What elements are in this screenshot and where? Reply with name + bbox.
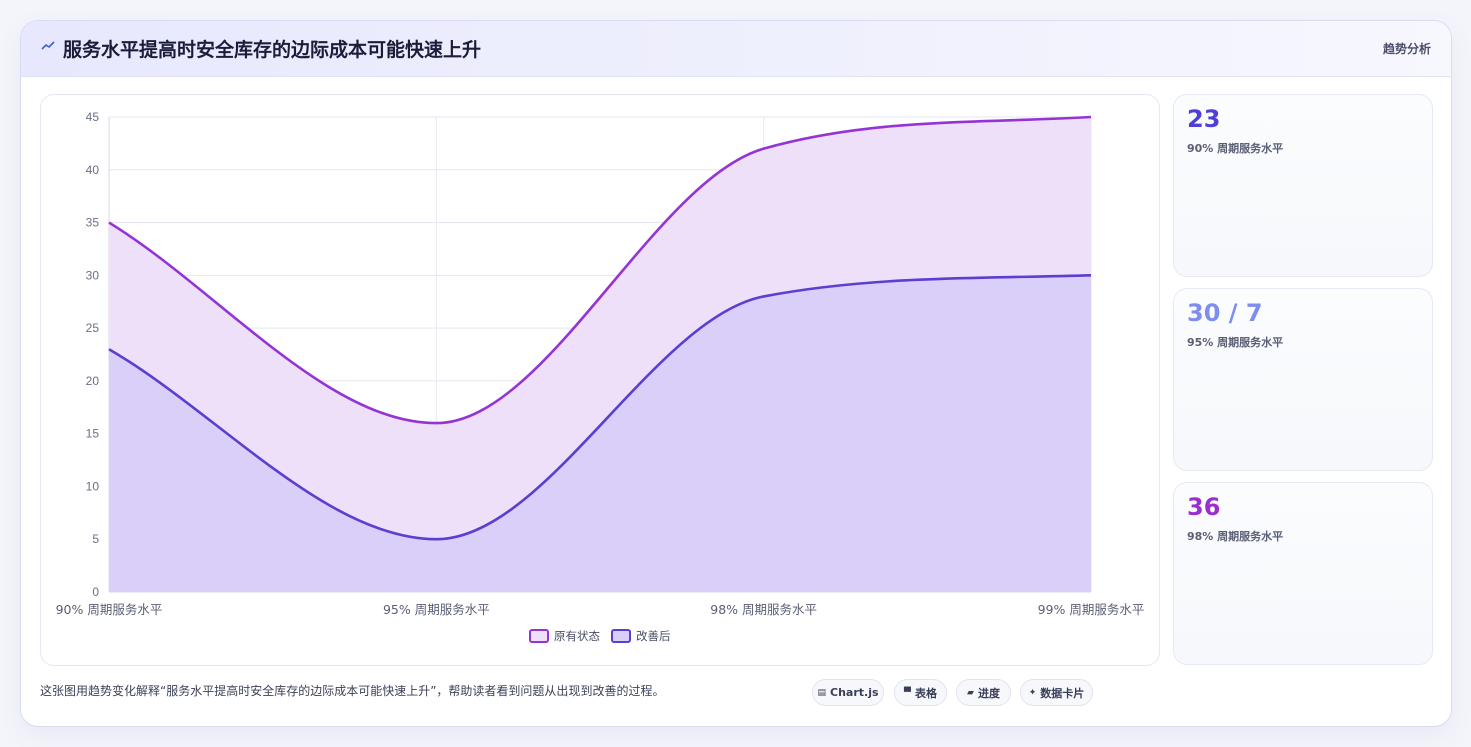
- y-tick-label: 20: [86, 374, 100, 388]
- area-chart: 0 5 10 15 20 25 30 35 40 45 90% 周期服务水平 95% 周期服务水平 98…: [56, 110, 1145, 643]
- chart-caption: 这张图用趋势变化解释“服务水平提高时安全库存的边际成本可能快速上升”，帮助读者看…: [40, 684, 665, 698]
- x-tick-label: 99% 周期服务水平: [1038, 602, 1145, 617]
- x-tick-label: 98% 周期服务水平: [710, 602, 817, 617]
- legend-label: 原有状态: [554, 629, 600, 643]
- table-icon: ▀: [904, 687, 911, 698]
- y-tick-label: 5: [92, 532, 99, 546]
- progress-icon: ▰: [967, 687, 974, 698]
- stat-value: 23: [1187, 105, 1221, 133]
- chart-card: 服务水平提高时安全库存的边际成本可能快速上升 趋势分析 0 5 10 15 20 25 30…: [20, 20, 1452, 727]
- stat-label: 95% 周期服务水平: [1187, 336, 1284, 349]
- sparkle-icon: ✦: [1028, 687, 1037, 698]
- chip-progress[interactable]: ▰ 进度: [956, 679, 1011, 706]
- chip-label: 表格: [914, 686, 937, 700]
- trend-analysis-tag: 趋势分析: [1382, 42, 1431, 56]
- stat-card-98: 36 98% 周期服务水平: [1173, 482, 1433, 665]
- legend-label: 改善后: [636, 629, 671, 643]
- chart-icon: ▤: [817, 687, 826, 698]
- stat-label: 90% 周期服务水平: [1187, 142, 1284, 155]
- series-line: [108, 115, 1092, 425]
- x-tick-label: 95% 周期服务水平: [383, 602, 490, 617]
- y-tick-label: 25: [86, 321, 100, 335]
- page-title: 服务水平提高时安全库存的边际成本可能快速上升: [63, 39, 482, 61]
- chart-panel: 0 5 10 15 20 25 30 35 40 45 90% 周期服务水平 95% 周期服务水平 98…: [40, 94, 1160, 666]
- chip-data-cards[interactable]: ✦ 数据卡片: [1020, 679, 1093, 706]
- stat-value: 36: [1187, 493, 1221, 521]
- trend-icon: [41, 41, 55, 50]
- chip-chartjs[interactable]: ▤ Chart.js: [812, 679, 884, 706]
- series-area: [109, 275, 1091, 592]
- chip-label: 数据卡片: [1040, 686, 1085, 700]
- y-tick-label: 0: [92, 585, 99, 599]
- stat-value: 30 / 7: [1187, 299, 1263, 327]
- stat-card-90: 23 90% 周期服务水平: [1173, 94, 1433, 277]
- legend-swatch: [529, 629, 549, 643]
- y-tick-label: 10: [86, 479, 100, 493]
- chip-table[interactable]: ▀ 表格: [894, 679, 947, 706]
- stat-card-95: 30 / 7 95% 周期服务水平: [1173, 288, 1433, 471]
- stat-label: 98% 周期服务水平: [1187, 530, 1284, 543]
- chip-label: Chart.js: [830, 686, 879, 699]
- series-line: [108, 274, 1092, 541]
- x-tick-label: 90% 周期服务水平: [56, 602, 163, 617]
- chip-label: 进度: [977, 686, 1000, 700]
- card-header: 服务水平提高时安全库存的边际成本可能快速上升 趋势分析: [21, 21, 1451, 77]
- y-tick-label: 45: [86, 110, 100, 124]
- y-tick-label: 40: [86, 163, 100, 177]
- y-tick-label: 35: [86, 216, 100, 230]
- legend-swatch: [611, 629, 631, 643]
- y-tick-label: 15: [86, 427, 100, 441]
- y-tick-label: 30: [86, 268, 100, 282]
